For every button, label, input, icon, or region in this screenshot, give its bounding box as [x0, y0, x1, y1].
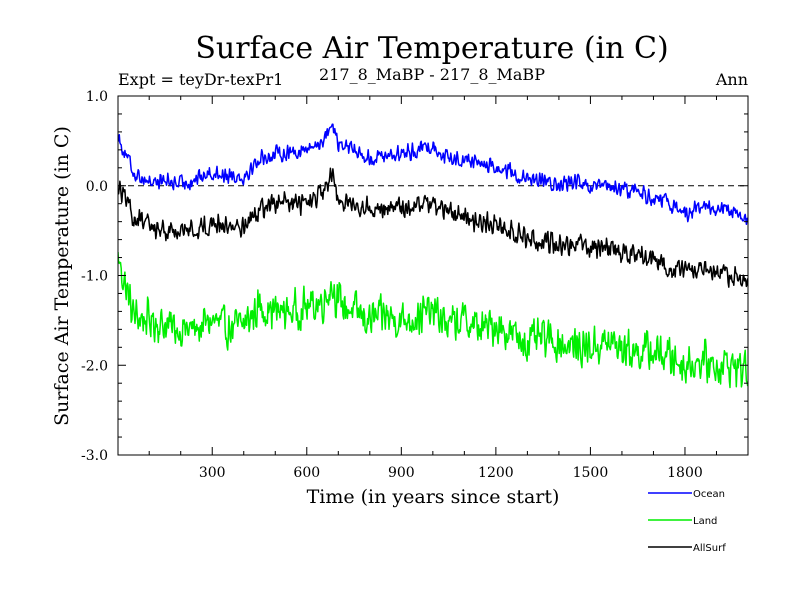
x-tick-label: 1200	[478, 465, 514, 481]
legend-label-allsurf: AllSurf	[693, 543, 726, 554]
legend: Ocean Land AllSurf	[648, 489, 726, 554]
x-axis-label: Time (in years since start)	[307, 486, 560, 508]
x-tick-label: 600	[293, 465, 320, 481]
legend-label-land: Land	[693, 516, 717, 527]
x-tick-label: 1800	[667, 465, 703, 481]
chart-title: Surface Air Temperature (in C)	[195, 31, 668, 66]
experiment-label: Expt = teyDr-texPr1	[118, 70, 283, 89]
y-axis-label: Surface Air Temperature (in C)	[51, 126, 73, 426]
season-label: Ann	[715, 70, 748, 89]
series-line-land	[118, 251, 748, 389]
y-tick-label: -1.0	[81, 269, 108, 285]
y-tick-label: 0.0	[86, 179, 108, 195]
y-tick-label: 1.0	[86, 89, 108, 105]
series-line-ocean	[118, 123, 748, 226]
x-tick-label: 1500	[573, 465, 609, 481]
plot-frame	[117, 95, 749, 456]
series-line-allsurf	[118, 167, 748, 288]
y-tick-label: -3.0	[81, 448, 108, 464]
x-tick-label: 900	[388, 465, 415, 481]
legend-label-ocean: Ocean	[693, 489, 725, 500]
y-tick-label: -2.0	[81, 358, 108, 374]
period-label: 217_8_MaBP - 217_8_MaBP	[319, 65, 545, 84]
x-tick-label: 300	[199, 465, 226, 481]
